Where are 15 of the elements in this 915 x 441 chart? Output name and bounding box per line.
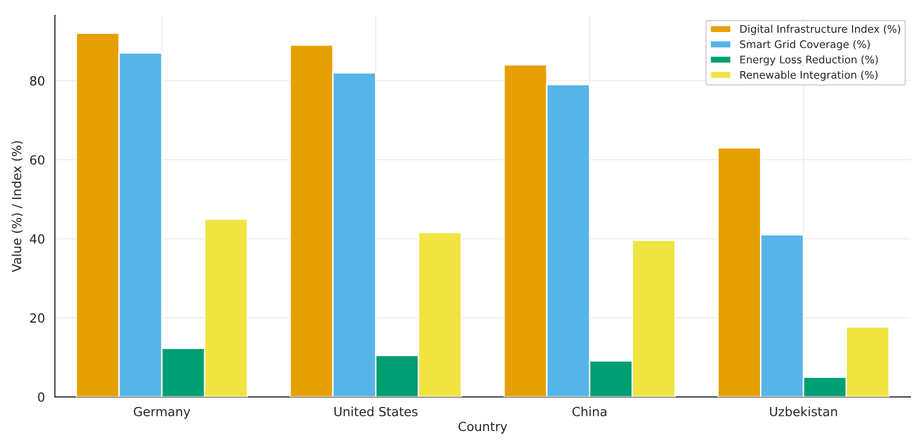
x-tick-label: China (572, 406, 606, 416)
legend-label: Renewable Integration (%) (740, 70, 878, 81)
y-tick-label: 80 (30, 76, 44, 86)
legend-label: Digital Infrastructure Index (%) (740, 24, 900, 35)
y-axis-title: Value (%) / Index (%) (12, 141, 23, 272)
x-axis-title: Country (458, 422, 508, 434)
y-tick-label: 40 (30, 234, 44, 244)
y-tick-label: 60 (30, 155, 44, 165)
legend-label: Energy Loss Reduction (%) (740, 55, 878, 66)
legend-label: Smart Grid Coverage (%) (740, 40, 870, 50)
x-tick-label: Uzbekistan (770, 406, 837, 416)
y-tick-label: 20 (30, 313, 44, 323)
x-tick-label: Germany (134, 406, 190, 419)
x-tick-label: United States (334, 406, 418, 416)
y-tick-label: 0 (38, 392, 44, 402)
